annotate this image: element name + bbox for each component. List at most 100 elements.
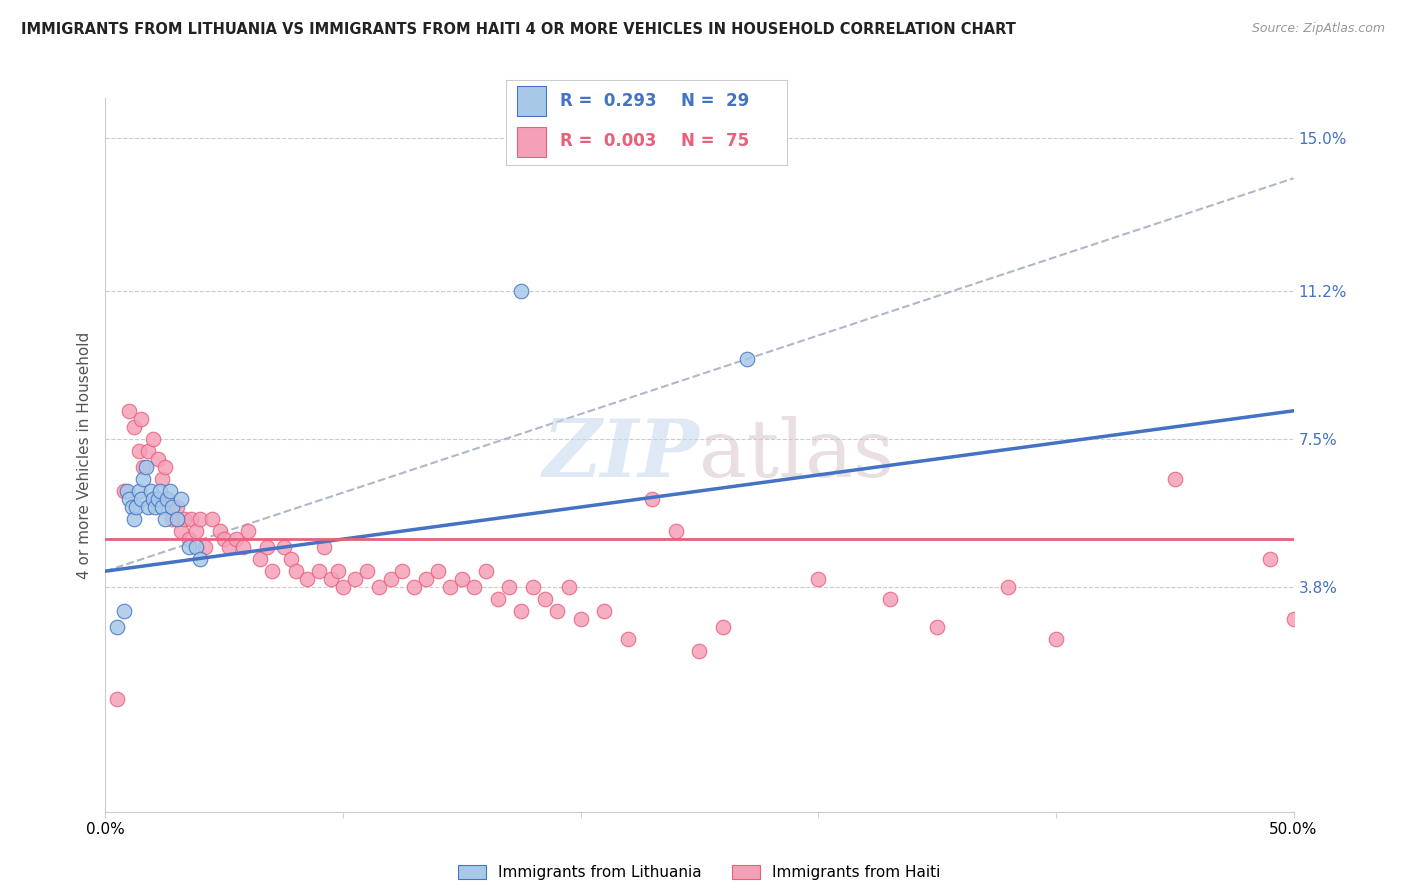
Point <box>156 491 179 506</box>
Point <box>184 524 207 538</box>
Point <box>153 459 176 474</box>
Point <box>391 564 413 578</box>
Point <box>180 512 202 526</box>
Point <box>328 564 350 578</box>
Point <box>1164 472 1187 486</box>
Point <box>439 580 461 594</box>
Point <box>129 412 152 426</box>
Point <box>122 420 145 434</box>
Point <box>115 483 138 498</box>
Point <box>114 604 136 618</box>
Point <box>427 564 450 578</box>
Point <box>308 564 330 578</box>
Point <box>997 580 1019 594</box>
Point <box>1258 552 1281 566</box>
Point <box>152 500 174 514</box>
Legend: Immigrants from Lithuania, Immigrants from Haiti: Immigrants from Lithuania, Immigrants fr… <box>453 858 946 886</box>
Point <box>190 552 212 566</box>
Bar <box>517 87 546 116</box>
Point <box>146 491 169 506</box>
Point <box>159 483 181 498</box>
Point <box>129 491 152 506</box>
Text: N =  75: N = 75 <box>681 132 748 150</box>
Point <box>142 491 165 506</box>
Point <box>450 572 472 586</box>
Point <box>121 500 143 514</box>
Point <box>208 524 231 538</box>
Point <box>321 572 343 586</box>
Text: R =  0.293: R = 0.293 <box>560 92 657 110</box>
Point <box>105 692 128 706</box>
Point <box>156 491 179 506</box>
Point <box>735 351 758 366</box>
Point <box>236 524 259 538</box>
Point <box>170 524 193 538</box>
Point <box>256 540 278 554</box>
Text: N =  29: N = 29 <box>681 92 749 110</box>
Point <box>142 432 165 446</box>
Text: IMMIGRANTS FROM LITHUANIA VS IMMIGRANTS FROM HAITI 4 OR MORE VEHICLES IN HOUSEHO: IMMIGRANTS FROM LITHUANIA VS IMMIGRANTS … <box>21 22 1017 37</box>
Point <box>149 483 172 498</box>
Point <box>498 580 520 594</box>
Point <box>297 572 319 586</box>
Point <box>232 540 254 554</box>
Point <box>136 500 159 514</box>
Point <box>312 540 335 554</box>
Point <box>218 540 240 554</box>
Point <box>214 532 236 546</box>
Text: ZIP: ZIP <box>543 417 700 493</box>
Point <box>249 552 271 566</box>
Point <box>128 483 150 498</box>
Point <box>143 500 166 514</box>
Point <box>641 491 664 506</box>
Point <box>522 580 544 594</box>
Point <box>153 512 176 526</box>
Point <box>879 592 901 607</box>
Point <box>170 491 193 506</box>
Point <box>617 632 640 647</box>
Point <box>415 572 437 586</box>
Point <box>225 532 247 546</box>
Text: R =  0.003: R = 0.003 <box>560 132 657 150</box>
Point <box>711 620 734 634</box>
Point <box>166 512 188 526</box>
Point <box>128 444 150 458</box>
Point <box>184 540 207 554</box>
Point <box>510 604 533 618</box>
Point <box>160 500 183 514</box>
Point <box>593 604 616 618</box>
Text: atlas: atlas <box>700 416 894 494</box>
Y-axis label: 4 or more Vehicles in Household: 4 or more Vehicles in Household <box>76 331 91 579</box>
Point <box>474 564 496 578</box>
Point <box>1045 632 1067 647</box>
Point <box>463 580 485 594</box>
Point <box>177 540 200 554</box>
Point <box>332 580 354 594</box>
Point <box>194 540 217 554</box>
Point <box>807 572 830 586</box>
Point <box>125 500 148 514</box>
Point <box>1282 612 1305 626</box>
Point <box>132 472 155 486</box>
Point <box>173 512 195 526</box>
Point <box>558 580 581 594</box>
Point <box>486 592 509 607</box>
Point <box>404 580 426 594</box>
Point <box>190 512 212 526</box>
Point <box>273 540 295 554</box>
Point <box>665 524 688 538</box>
Point <box>166 500 188 514</box>
Point <box>356 564 378 578</box>
Point <box>139 483 162 498</box>
Point <box>136 444 159 458</box>
Point <box>280 552 302 566</box>
Point <box>343 572 366 586</box>
Point <box>146 451 169 466</box>
Point <box>135 459 157 474</box>
Point <box>132 459 155 474</box>
Text: Source: ZipAtlas.com: Source: ZipAtlas.com <box>1251 22 1385 36</box>
Point <box>925 620 948 634</box>
Point <box>260 564 283 578</box>
Point <box>510 284 533 298</box>
Point <box>118 404 141 418</box>
